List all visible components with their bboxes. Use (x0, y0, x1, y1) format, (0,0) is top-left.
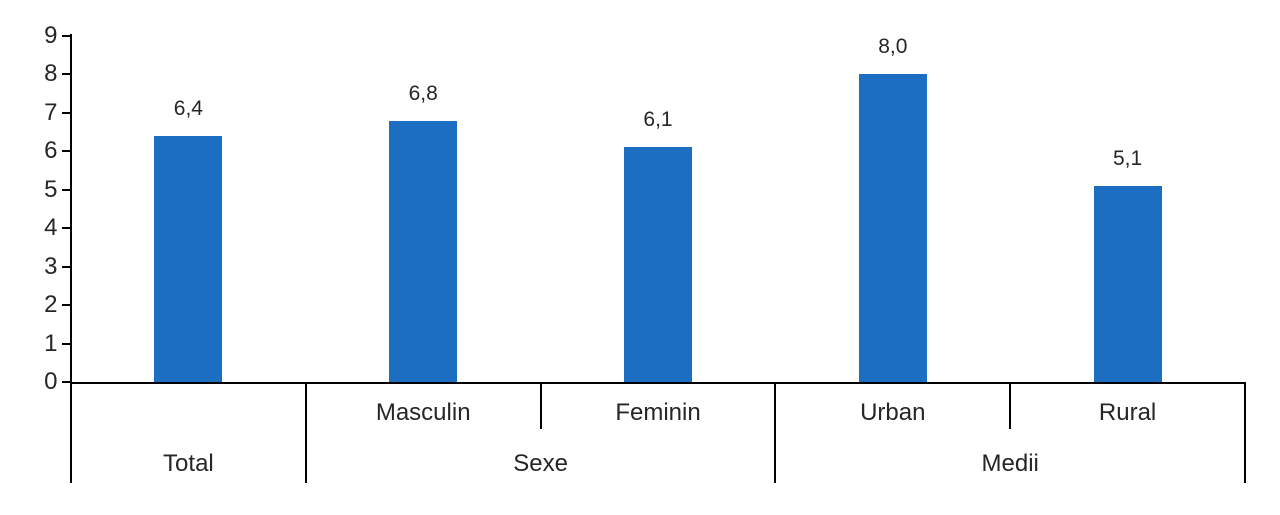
category-label-feminin: Feminin (615, 399, 701, 426)
category-label-masculin: Masculin (375, 399, 471, 426)
y-axis-tick-label: 9 (44, 22, 58, 49)
group-label-sexe: Sexe (513, 450, 568, 477)
y-axis-tick (62, 304, 70, 307)
value-label-masculin: 6,8 (408, 81, 438, 105)
group-separator (774, 382, 777, 483)
value-label-urban: 8,0 (878, 35, 908, 59)
category-label-rural: Rural (1098, 399, 1157, 426)
category-label-urban: Urban (860, 399, 926, 426)
bar-total (154, 135, 223, 382)
y-axis-tick-label: 1 (44, 329, 58, 357)
y-axis-tick-label: 6 (44, 137, 58, 165)
group-label-medii: Medii (981, 450, 1039, 477)
value-label-total: 6,4 (173, 96, 203, 120)
bar-masculin (389, 120, 458, 382)
y-axis-tick (62, 73, 70, 76)
value-label-feminin: 6,1 (643, 108, 673, 132)
y-axis-tick (62, 35, 70, 37)
y-axis-tick-label: 5 (44, 175, 58, 203)
y-axis-tick-label: 4 (44, 214, 58, 242)
y-axis-tick (62, 342, 70, 345)
group-label-total: Total (163, 450, 214, 477)
y-axis-tick (62, 265, 70, 268)
group-separator (1244, 382, 1246, 483)
y-axis-tick-label: 2 (44, 291, 58, 319)
bar-rural (1093, 185, 1162, 382)
y-axis-tick-label: 0 (44, 368, 58, 395)
group-separator (304, 382, 307, 483)
y-axis-tick-label: 8 (44, 60, 58, 88)
y-axis-tick-label: 3 (44, 252, 58, 280)
y-axis-line (70, 34, 72, 483)
y-axis-tick (62, 381, 70, 383)
bar-feminin (624, 147, 692, 382)
y-axis-tick-label: 7 (44, 98, 58, 126)
bar-urban (858, 74, 927, 382)
subcategory-separator (539, 382, 542, 429)
value-label-rural: 5,1 (1112, 146, 1143, 170)
y-axis-tick (62, 227, 70, 230)
subcategory-separator (1009, 382, 1012, 429)
y-axis-tick (62, 188, 70, 191)
x-axis-line (70, 382, 1246, 384)
y-axis-tick (62, 111, 70, 114)
y-axis-tick (62, 150, 70, 153)
